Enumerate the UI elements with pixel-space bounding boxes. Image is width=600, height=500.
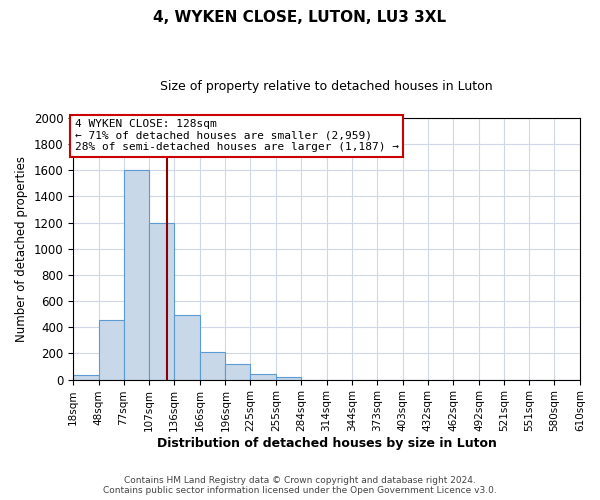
Title: Size of property relative to detached houses in Luton: Size of property relative to detached ho… — [160, 80, 493, 93]
Text: 4, WYKEN CLOSE, LUTON, LU3 3XL: 4, WYKEN CLOSE, LUTON, LU3 3XL — [154, 10, 446, 25]
Bar — [276, 377, 301, 380]
Y-axis label: Number of detached properties: Number of detached properties — [15, 156, 28, 342]
Bar — [99, 320, 124, 380]
Bar — [124, 170, 149, 380]
Bar — [250, 374, 276, 380]
Bar — [226, 364, 250, 380]
Text: Contains HM Land Registry data © Crown copyright and database right 2024.
Contai: Contains HM Land Registry data © Crown c… — [103, 476, 497, 495]
Bar — [149, 222, 174, 380]
Text: 4 WYKEN CLOSE: 128sqm
← 71% of detached houses are smaller (2,959)
28% of semi-d: 4 WYKEN CLOSE: 128sqm ← 71% of detached … — [75, 119, 399, 152]
Bar — [174, 316, 200, 380]
X-axis label: Distribution of detached houses by size in Luton: Distribution of detached houses by size … — [157, 437, 496, 450]
Bar — [73, 375, 99, 380]
Bar — [200, 352, 226, 380]
